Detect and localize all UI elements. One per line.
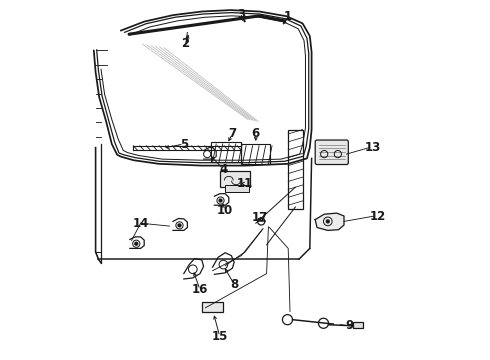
Text: 10: 10 [217,204,233,217]
Text: 6: 6 [252,127,260,140]
Bar [225,185,248,192]
Text: 13: 13 [365,141,381,154]
Bar [211,142,241,162]
Bar [202,302,223,312]
Text: 12: 12 [370,210,386,222]
Text: 8: 8 [230,278,238,291]
Text: 17: 17 [251,211,268,224]
Bar [353,322,363,328]
Text: 9: 9 [345,319,353,332]
Text: 3: 3 [237,8,245,21]
Bar [241,144,270,164]
Circle shape [219,199,222,202]
Bar [220,171,250,187]
FancyBboxPatch shape [315,140,348,165]
Text: 16: 16 [192,283,208,296]
Text: 1: 1 [284,10,292,23]
Circle shape [135,242,138,245]
Circle shape [178,224,181,227]
Text: 2: 2 [181,37,190,50]
Text: 5: 5 [180,138,188,150]
Text: 15: 15 [212,330,228,343]
Text: 7: 7 [228,127,237,140]
Circle shape [326,220,329,223]
Bar [288,130,303,209]
Text: 14: 14 [132,217,149,230]
Polygon shape [315,213,344,230]
Text: 11: 11 [237,177,253,190]
Text: 4: 4 [220,163,227,176]
